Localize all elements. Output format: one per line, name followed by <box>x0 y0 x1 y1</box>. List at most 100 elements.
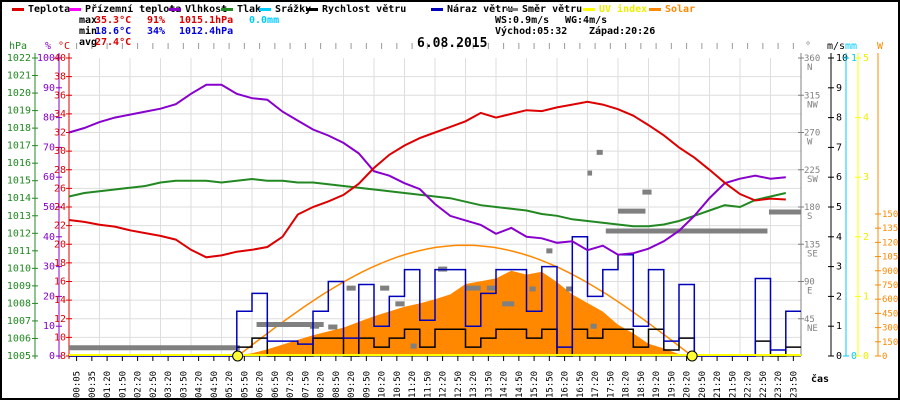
svg-text:15:50: 15:50 <box>545 371 555 398</box>
svg-text:06:50: 06:50 <box>271 371 281 398</box>
legend-swatch <box>583 8 595 11</box>
svg-text:5: 5 <box>836 202 842 213</box>
svg-text:13:20: 13:20 <box>469 371 479 398</box>
svg-text:17:20: 17:20 <box>591 371 601 398</box>
svg-text:6: 6 <box>836 172 842 183</box>
svg-text:SW: SW <box>807 175 818 185</box>
svg-text:1: 1 <box>836 321 842 332</box>
legend-swatch <box>506 8 518 11</box>
legend-item-9: UV index <box>583 4 647 16</box>
svg-text:20: 20 <box>54 239 66 250</box>
svg-text:14: 14 <box>54 295 66 306</box>
svg-text:1013: 1013 <box>7 211 31 222</box>
svg-text:150: 150 <box>882 338 898 348</box>
svg-text:0: 0 <box>882 352 887 362</box>
svg-text:16:20: 16:20 <box>561 371 571 398</box>
windspeed-axis: 0 1 2 3 4 5 6 7 8 9 10 <box>828 53 848 362</box>
pressure-line <box>68 177 787 228</box>
svg-text:1014: 1014 <box>7 193 31 204</box>
svg-text:40: 40 <box>54 53 66 64</box>
legend-item-5: Srážky <box>259 4 311 16</box>
svg-text:1022: 1022 <box>7 53 31 64</box>
humidity-line <box>68 83 786 256</box>
svg-text:80: 80 <box>43 113 55 124</box>
svg-text:70: 70 <box>43 142 55 153</box>
svg-text:22:20: 22:20 <box>744 371 754 398</box>
svg-text:1200: 1200 <box>882 238 899 248</box>
svg-text:02:20: 02:20 <box>134 371 144 398</box>
svg-text:300: 300 <box>882 324 898 334</box>
svg-text:360: 360 <box>804 54 820 64</box>
svg-text:1020: 1020 <box>7 88 31 99</box>
stat-wind-speed: WS:0.9m/s <box>495 15 550 26</box>
svg-text:18:20: 18:20 <box>622 371 632 398</box>
legend-item-2: Přízemní teplota <box>69 4 181 16</box>
legend-item-1: Teplota <box>12 4 70 16</box>
legend-swatch <box>12 8 24 11</box>
legend-swatch <box>431 8 443 11</box>
svg-text:05:20: 05:20 <box>225 371 235 398</box>
wind-gust-line <box>69 236 801 357</box>
svg-text:04:50: 04:50 <box>210 371 220 398</box>
svg-text:24: 24 <box>54 202 66 213</box>
svg-text:16:50: 16:50 <box>576 371 586 398</box>
svg-text:5: 5 <box>863 53 869 64</box>
svg-text:1018: 1018 <box>7 123 31 134</box>
stat-sunset: Západ:20:26 <box>589 26 656 37</box>
svg-text:4: 4 <box>863 113 869 124</box>
legend-label: Směr větru <box>522 4 583 15</box>
solar-axis: 0 150 300 450 600 750 900 1050 1200 1350 1500 <box>875 53 899 362</box>
stat-avg-label: avg <box>79 37 98 48</box>
temperature-axis: 8 10 12 14 16 18 20 22 24 26 28 30 32 34 36 38 40 <box>54 53 72 362</box>
legend-label: Teplota <box>28 4 71 15</box>
svg-text:90: 90 <box>43 83 55 94</box>
svg-text:32: 32 <box>54 128 66 139</box>
svg-text:06:20: 06:20 <box>256 371 266 398</box>
svg-text:01:20: 01:20 <box>103 371 113 398</box>
legend-label: Srážky <box>275 4 312 15</box>
svg-text:01:50: 01:50 <box>118 371 128 398</box>
svg-text:8: 8 <box>836 113 842 124</box>
svg-text:90: 90 <box>804 278 815 288</box>
svg-text:W: W <box>877 41 884 52</box>
svg-text:1015: 1015 <box>7 176 31 187</box>
svg-text:4: 4 <box>836 232 842 243</box>
svg-text:07:50: 07:50 <box>301 371 311 398</box>
svg-text:9: 9 <box>836 83 842 94</box>
humidity-axis: 0 10 20 30 40 50 60 70 80 90 100 <box>37 53 62 362</box>
wind-direction-series <box>69 149 801 351</box>
svg-text:3: 3 <box>836 262 842 273</box>
svg-text:26: 26 <box>54 183 66 194</box>
svg-text:16: 16 <box>54 277 66 288</box>
svg-text:0: 0 <box>836 351 842 362</box>
svg-text:21:50: 21:50 <box>728 371 738 398</box>
svg-text:750: 750 <box>882 281 898 291</box>
svg-text:14:50: 14:50 <box>515 371 525 398</box>
svg-text:1011: 1011 <box>7 246 31 257</box>
svg-text:270: 270 <box>804 129 820 139</box>
svg-text:°: ° <box>805 41 811 52</box>
legend-item-4: Tlak <box>221 4 261 16</box>
svg-text:S: S <box>807 212 812 222</box>
svg-text:225: 225 <box>804 166 820 176</box>
svg-text:03:50: 03:50 <box>179 371 189 398</box>
svg-text:100: 100 <box>37 53 55 64</box>
svg-text:1016: 1016 <box>7 158 31 169</box>
temperature-line <box>68 100 786 259</box>
svg-text:NE: NE <box>807 324 818 334</box>
svg-text:SE: SE <box>807 249 818 259</box>
solar-area <box>69 270 786 356</box>
svg-text:40: 40 <box>43 232 55 243</box>
svg-text:10:20: 10:20 <box>378 371 388 398</box>
svg-text:08:50: 08:50 <box>332 371 342 398</box>
svg-text:18: 18 <box>54 258 66 269</box>
svg-text:0: 0 <box>851 351 857 362</box>
legend-label: Rychlost větru <box>322 4 407 15</box>
pressure-axis: 1005 1006 1007 1008 1009 1010 1011 1012 1013 1014… <box>7 53 38 362</box>
svg-text:11:50: 11:50 <box>423 371 433 398</box>
stat-min-temp: 18.6°C <box>95 26 132 37</box>
svg-text:50: 50 <box>43 202 55 213</box>
